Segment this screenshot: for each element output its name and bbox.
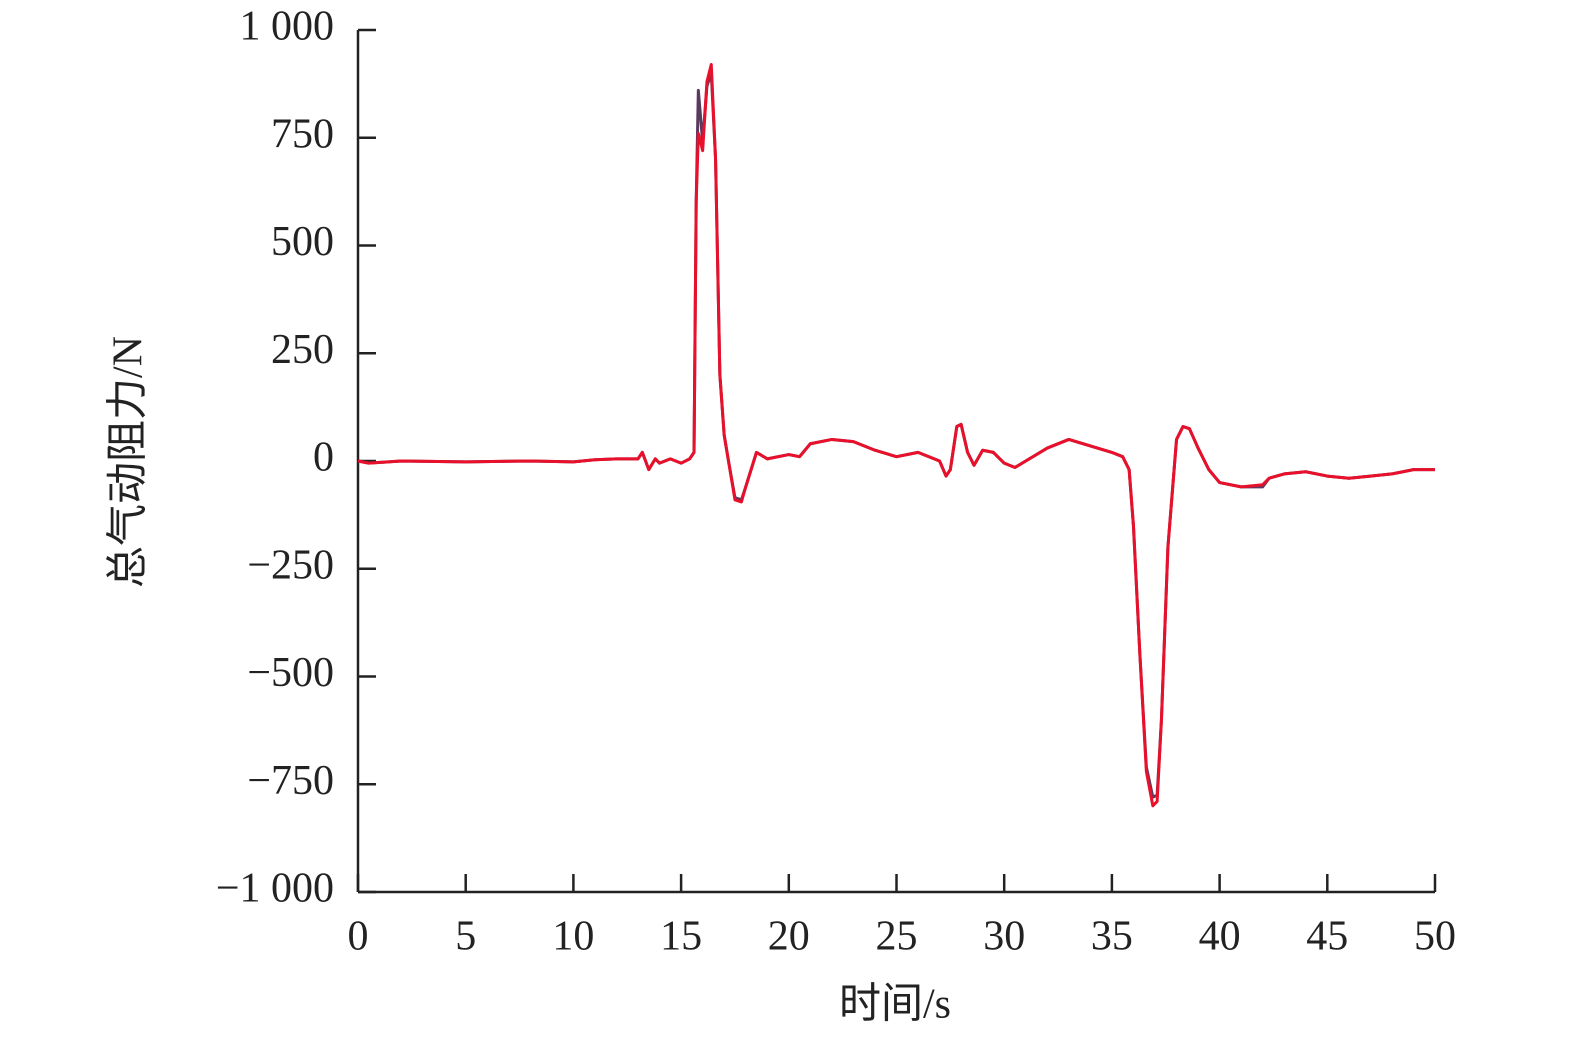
x-tick-label: 10 bbox=[552, 914, 594, 960]
x-tick-label: 30 bbox=[983, 914, 1025, 960]
series-line bbox=[357, 71, 1435, 799]
x-tick-label: 15 bbox=[660, 914, 702, 960]
y-tick-label: −500 bbox=[247, 650, 334, 696]
y-tick-label: 750 bbox=[271, 111, 334, 157]
y-tick-label: −750 bbox=[247, 758, 334, 804]
y-tick-label: 250 bbox=[271, 327, 334, 373]
y-tick-label: 0 bbox=[313, 435, 334, 481]
x-tick-label: 40 bbox=[1199, 914, 1241, 960]
y-tick-label: 1 000 bbox=[240, 4, 335, 50]
x-tick-label: 0 bbox=[348, 914, 369, 960]
x-tick-label: 5 bbox=[455, 914, 476, 960]
x-tick-label: 50 bbox=[1414, 914, 1456, 960]
y-tick-label: 500 bbox=[271, 219, 334, 265]
x-tick-label: 25 bbox=[876, 914, 918, 960]
x-tick-label: 45 bbox=[1306, 914, 1348, 960]
y-tick-label: −1 000 bbox=[216, 866, 334, 912]
series-line bbox=[357, 62, 1435, 808]
x-tick-label: 35 bbox=[1091, 914, 1133, 960]
y-tick-label: −250 bbox=[247, 542, 334, 588]
y-axis-label: 总气动阻力/N bbox=[106, 336, 152, 588]
x-tick-label: 20 bbox=[768, 914, 810, 960]
x-axis-label: 时间/s bbox=[839, 982, 951, 1028]
